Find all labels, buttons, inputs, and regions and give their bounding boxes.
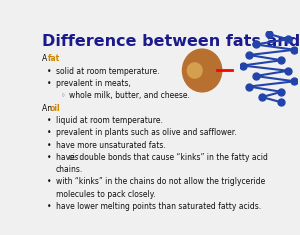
Ellipse shape: [182, 49, 222, 92]
Text: double bonds that cause “kinks” in the fatty acid: double bonds that cause “kinks” in the f…: [76, 153, 267, 162]
Text: molecules to pack closely.: molecules to pack closely.: [56, 190, 156, 199]
Text: •: •: [47, 79, 51, 88]
Text: cis: cis: [69, 153, 79, 162]
Text: whole milk, butter, and cheese.: whole milk, butter, and cheese.: [69, 91, 190, 100]
Text: fat: fat: [48, 55, 60, 63]
Text: •: •: [47, 128, 51, 137]
Text: •: •: [47, 67, 51, 76]
Text: •: •: [47, 177, 51, 187]
Text: •: •: [47, 116, 51, 125]
Text: •: •: [47, 141, 51, 149]
Text: Difference between fats and oils?: Difference between fats and oils?: [42, 34, 300, 49]
Text: solid at room temperature.: solid at room temperature.: [56, 67, 160, 76]
Text: An: An: [42, 104, 55, 113]
Text: A: A: [42, 55, 50, 63]
Text: oil: oil: [49, 104, 60, 113]
Text: liquid at room temperature.: liquid at room temperature.: [56, 116, 163, 125]
Text: have lower melting points than saturated fatty acids.: have lower melting points than saturated…: [56, 202, 261, 211]
Text: prevalent in plants such as olive and safflower.: prevalent in plants such as olive and sa…: [56, 128, 237, 137]
Text: with “kinks” in the chains do not allow the triglyceride: with “kinks” in the chains do not allow …: [56, 177, 266, 187]
Text: •: •: [47, 202, 51, 211]
Text: prevalent in meats,: prevalent in meats,: [56, 79, 131, 88]
Text: have: have: [56, 153, 77, 162]
Text: have more unsaturated fats.: have more unsaturated fats.: [56, 141, 166, 149]
Text: •: •: [47, 153, 51, 162]
Ellipse shape: [188, 63, 202, 78]
Text: chains.: chains.: [56, 165, 83, 174]
Text: ◦: ◦: [61, 91, 65, 100]
